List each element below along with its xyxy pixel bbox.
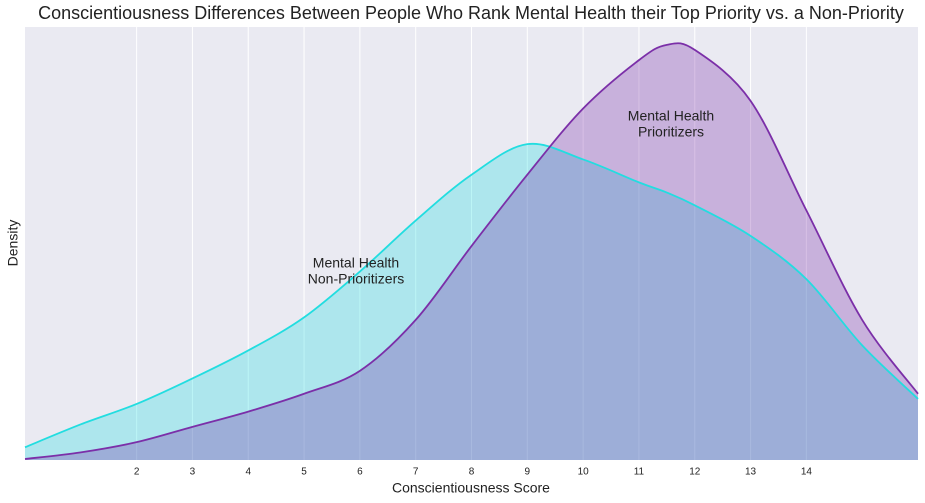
x-tick-label: 14 [801,467,813,478]
x-tick-label: 3 [190,467,196,478]
x-tick-label: 9 [525,467,531,478]
x-tick-label: 13 [745,467,757,478]
y-axis-label: Density [5,220,21,267]
chart-title: Conscientiousness Differences Between Pe… [38,3,904,23]
x-tick-label: 6 [357,467,363,478]
density-area [25,143,918,460]
density-line [24,142,919,449]
x-axis-label: Conscientiousness Score [392,480,550,496]
x-tick-label: 11 [634,467,645,478]
x-tick-label: 12 [689,467,701,478]
density-area [25,43,918,461]
density-line [24,42,919,460]
x-tick-label: 7 [413,467,419,478]
x-tick-label: 4 [245,467,251,478]
annotation: Mental Health [313,255,399,271]
x-tick-label: 8 [469,467,475,478]
annotation: Mental Health [628,108,714,124]
x-tick-label: 2 [134,467,140,478]
annotation: Non-Prioritizers [308,271,404,287]
x-tick-label: 5 [301,467,307,478]
annotation: Prioritizers [638,124,704,140]
x-tick-label: 10 [578,467,590,478]
